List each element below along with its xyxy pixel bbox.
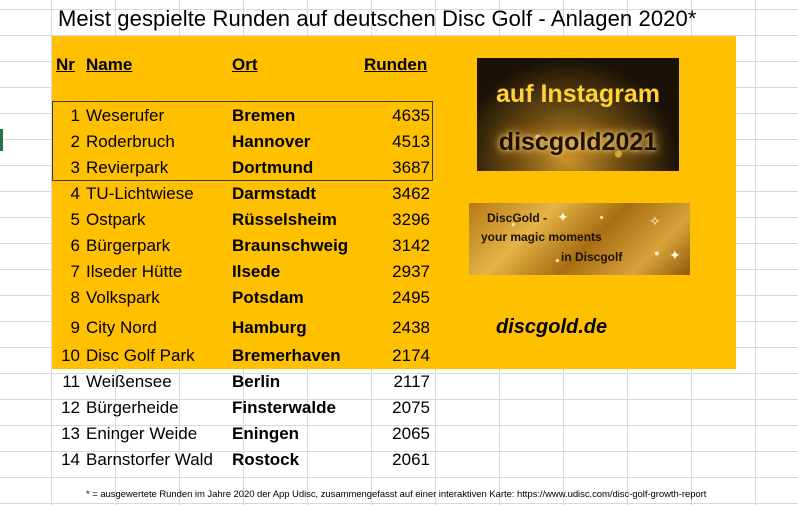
city-cell: Hannover [232,132,311,151]
sheet-title: Meist gespielte Runden auf deutschen Dis… [58,6,697,31]
table-row: 12 Bürgerheide Finsterwalde 2075 [0,395,798,421]
rank-cell: 11 [62,372,80,391]
table-row: 14 Barnstorfer Wald Rostock 2061 [0,447,798,473]
rank-cell: 12 [61,398,80,417]
rank-cell: 8 [70,288,80,307]
header-name: Name [86,55,133,74]
name-cell: Weserufer [86,106,165,125]
magic-moments-banner: ✦ ✧ ✦ DiscGold - your magic moments in D… [469,203,690,275]
magic-line1: DiscGold - [487,211,548,225]
rounds-cell: 3296 [392,210,430,229]
sparkle-icon: ✧ [649,213,661,229]
name-cell: Bürgerpark [86,236,171,255]
city-cell: Potsdam [232,288,304,307]
rank-cell: 5 [70,210,80,229]
rank-cell: 10 [61,346,80,365]
rank-cell: 7 [70,262,80,281]
rounds-cell: 3142 [392,236,430,255]
rank-cell: 1 [70,106,80,125]
name-cell: Ostpark [86,210,146,229]
table-row: 5 Ostpark Rüsselsheim 3296 [0,207,798,233]
active-cell-marker [0,129,3,151]
table-row: 8 Volkspark Potsdam 2495 [0,285,798,311]
name-cell: Eninger Weide [86,424,198,443]
website-label: discgold.de [496,316,608,338]
rounds-cell: 3462 [392,184,430,203]
city-cell: Hamburg [232,318,307,337]
rounds-cell: 2061 [392,450,430,469]
header-nr: Nr [56,55,75,74]
rounds-cell: 2075 [392,398,430,417]
footnote: * = ausgewertete Runden im Jahre 2020 de… [86,489,707,500]
rounds-cell: 2438 [392,318,430,337]
city-cell: Rüsselsheim [232,210,337,229]
name-cell: City Nord [86,318,157,337]
table-row: 11 Weißensee Berlin 2117 [0,369,798,395]
instagram-banner: auf Instagram discgold2021 [477,58,679,171]
magic-line3: in Discgolf [561,250,623,264]
rounds-cell: 4513 [392,132,430,151]
table-row: 2 Roderbruch Hannover 4513 [0,129,798,155]
rank-cell: 13 [61,424,80,443]
city-cell: Braunschweig [232,236,349,255]
rounds-cell: 3687 [392,158,430,177]
rounds-cell: 2174 [392,346,430,365]
name-cell: TU-Lichtwiese [86,184,194,203]
instagram-line1: auf Instagram [496,80,660,108]
city-cell: Finsterwalde [232,398,336,417]
rounds-cell: 2937 [392,262,430,281]
table-row: 4 TU-Lichtwiese Darmstadt 3462 [0,181,798,207]
instagram-handle: discgold2021 [498,128,658,156]
name-cell: Ilseder Hütte [86,262,183,281]
name-cell: Disc Golf Park [86,346,195,365]
top3-box [52,101,433,181]
name-cell: Volkspark [86,288,160,307]
rank-cell: 9 [70,318,80,337]
table-row: 13 Eninger Weide Eningen 2065 [0,421,798,447]
city-cell: Rostock [232,450,300,469]
rounds-cell: 2117 [393,372,430,391]
table-row: 7 Ilseder Hütte Ilsede 2937 [0,259,798,285]
city-cell: Ilsede [232,262,281,281]
rounds-cell: 2495 [392,288,430,307]
rounds-cell: 2065 [392,424,430,443]
city-cell: Bremen [232,106,296,125]
header-runden: Runden [364,55,428,74]
table-row: 10 Disc Golf Park Bremerhaven 2174 [0,343,798,369]
city-cell: Berlin [232,372,281,391]
table-row: 1 Weserufer Bremen 4635 [0,103,798,129]
name-cell: Roderbruch [86,132,175,151]
name-cell: Bürgerheide [86,398,179,417]
header-ort: Ort [232,55,258,74]
name-cell: Revierpark [86,158,169,177]
rank-cell: 14 [61,450,80,469]
magic-line2: your magic moments [481,230,602,244]
city-cell: Bremerhaven [232,346,341,365]
rounds-cell: 4635 [392,106,430,125]
rank-cell: 6 [70,236,80,255]
rank-cell: 3 [70,158,80,177]
rank-cell: 2 [70,132,80,151]
name-cell: Barnstorfer Wald [86,450,213,469]
sparkle-icon: ✦ [557,209,569,225]
table-row: 9 City Nord Hamburg 2438 [0,315,798,341]
table-row: 3 Revierpark Dortmund 3687 [0,155,798,181]
name-cell: Weißensee [86,372,172,391]
rank-cell: 4 [70,184,80,203]
city-cell: Dortmund [232,158,314,177]
table-row: 6 Bürgerpark Braunschweig 3142 [0,233,798,259]
city-cell: Eningen [232,424,300,443]
city-cell: Darmstadt [232,184,317,203]
sparkle-icon: ✦ [669,247,681,263]
